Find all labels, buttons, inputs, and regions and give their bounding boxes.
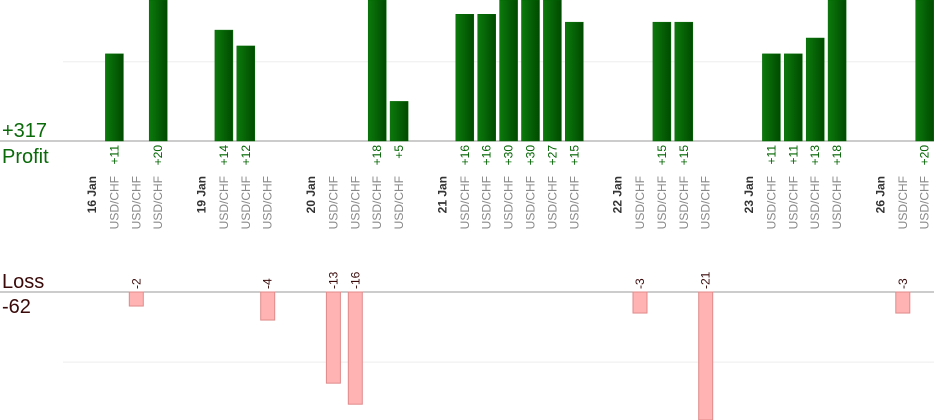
value-label: +20 [918, 145, 932, 166]
value-label: +11 [764, 145, 778, 165]
symbol-label: USD/CHF [786, 176, 800, 229]
value-label: -3 [633, 278, 647, 289]
date-label: 19 Jan [195, 176, 209, 213]
symbol-label: USD/CHF [502, 176, 516, 229]
value-label: +18 [370, 145, 384, 166]
symbol-label: USD/CHF [808, 176, 822, 229]
profit-bar [827, 0, 847, 142]
value-label: +11 [107, 145, 121, 165]
symbol-label: USD/CHF [896, 176, 910, 229]
symbol-label: USD/CHF [633, 176, 647, 229]
profit-bar [652, 21, 672, 142]
symbol-label: USD/CHF [370, 176, 384, 229]
value-label: -13 [326, 271, 340, 289]
profit-bar [543, 0, 562, 142]
value-label: +16 [480, 145, 494, 166]
symbol-label: USD/CHF [129, 176, 143, 229]
profit-bar [674, 21, 694, 142]
symbol-label: USD/CHF [830, 176, 844, 229]
loss-bar [128, 291, 144, 307]
date-label: 21 Jan [435, 176, 449, 213]
date-label: 16 Jan [85, 176, 99, 213]
symbol-label: USD/CHF [392, 176, 406, 229]
loss-total: -62 [2, 296, 31, 318]
symbol-label: USD/CHF [458, 176, 472, 229]
profit-bar [455, 14, 475, 142]
date-label: 22 Jan [611, 176, 625, 213]
symbol-label: USD/CHF [524, 176, 538, 229]
value-label: +20 [151, 145, 165, 166]
loss-bar [347, 291, 363, 405]
symbol-label: USD/CHF [699, 176, 713, 229]
symbol-label: USD/CHF [217, 176, 231, 229]
loss-bar [895, 291, 911, 314]
symbol-label: USD/CHF [480, 176, 494, 229]
loss-bar [632, 291, 648, 314]
profit-bar [784, 53, 803, 142]
symbol-label: USD/CHF [567, 176, 581, 229]
profit-total: +317 [2, 120, 47, 142]
profit-bar [521, 0, 540, 142]
profit-bar [565, 21, 584, 142]
value-label: +30 [502, 145, 516, 166]
profit-bar [236, 45, 256, 142]
date-label: 26 Jan [873, 176, 887, 213]
symbol-label: USD/CHF [545, 176, 559, 229]
value-label: +12 [239, 145, 253, 166]
value-label: +27 [545, 145, 559, 166]
value-label: +30 [524, 145, 538, 166]
profit-bar [389, 101, 409, 142]
symbol-label: USD/CHF [764, 176, 778, 229]
symbol-label: USD/CHF [326, 176, 340, 229]
value-label: +15 [655, 145, 669, 166]
symbol-label: USD/CHF [348, 176, 362, 229]
symbol-label: USD/CHF [151, 176, 165, 229]
value-label: -16 [348, 271, 362, 289]
profit-bar [477, 14, 496, 142]
value-label: -3 [896, 278, 910, 289]
loss-bar [325, 291, 341, 384]
profit-bar [915, 0, 934, 142]
value-label: +11 [786, 145, 800, 165]
symbol-label: USD/CHF [107, 176, 121, 229]
value-label: +18 [830, 145, 844, 166]
loss-bar [260, 291, 276, 321]
symbol-label: USD/CHF [918, 176, 932, 229]
profit-bar [499, 0, 518, 142]
value-label: -21 [699, 271, 713, 289]
profit-label: Profit [2, 146, 49, 168]
symbol-label: USD/CHF [261, 176, 275, 229]
symbol-label: USD/CHF [239, 176, 253, 229]
profit-bar [105, 53, 124, 142]
profit-bar [762, 53, 781, 142]
value-label: -4 [261, 278, 275, 289]
profit-bar [805, 37, 825, 142]
value-label: +15 [677, 145, 691, 166]
date-label: 20 Jan [304, 176, 318, 213]
value-label: -2 [129, 278, 143, 289]
symbol-label: USD/CHF [655, 176, 669, 229]
symbol-label: USD/CHF [677, 176, 691, 229]
value-label: +5 [392, 145, 406, 159]
loss-bar [698, 291, 714, 420]
loss-label: Loss [2, 271, 44, 293]
date-label: 23 Jan [742, 176, 756, 213]
profit-bar [367, 0, 387, 142]
profit-bar [148, 0, 168, 142]
profit-bar [214, 29, 234, 142]
value-label: +15 [567, 145, 581, 166]
value-label: +13 [808, 145, 822, 166]
value-label: +14 [217, 145, 231, 166]
value-label: +16 [458, 145, 472, 166]
